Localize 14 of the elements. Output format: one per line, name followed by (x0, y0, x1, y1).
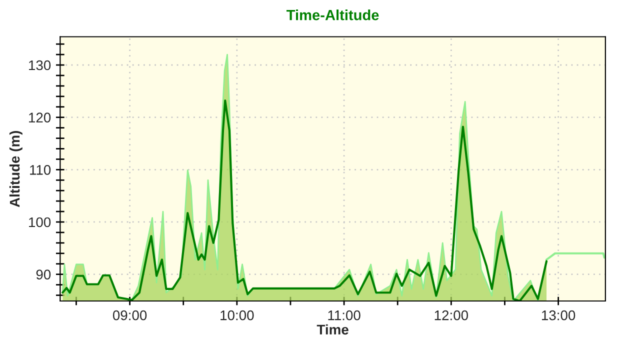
line-series (62, 100, 548, 301)
x-tick-label: 12:00 (434, 310, 468, 320)
x-axis-title: Time (316, 324, 348, 335)
y-axis-title: Altitude (m) (9, 130, 22, 208)
x-tick-label: 11:00 (328, 310, 360, 320)
chart-title: Time-Altitude (286, 10, 379, 20)
x-tick-label: 13:00 (542, 310, 576, 320)
y-tick-label: 100 (29, 217, 51, 228)
y-tick-label: 90 (36, 270, 51, 280)
x-tick-label: 09:00 (112, 310, 147, 320)
x-tick-label: 10:00 (220, 310, 254, 320)
y-tick-label: 130 (29, 60, 51, 70)
y-tick-label: 110 (30, 164, 51, 175)
y-tick-label: 120 (29, 112, 51, 122)
